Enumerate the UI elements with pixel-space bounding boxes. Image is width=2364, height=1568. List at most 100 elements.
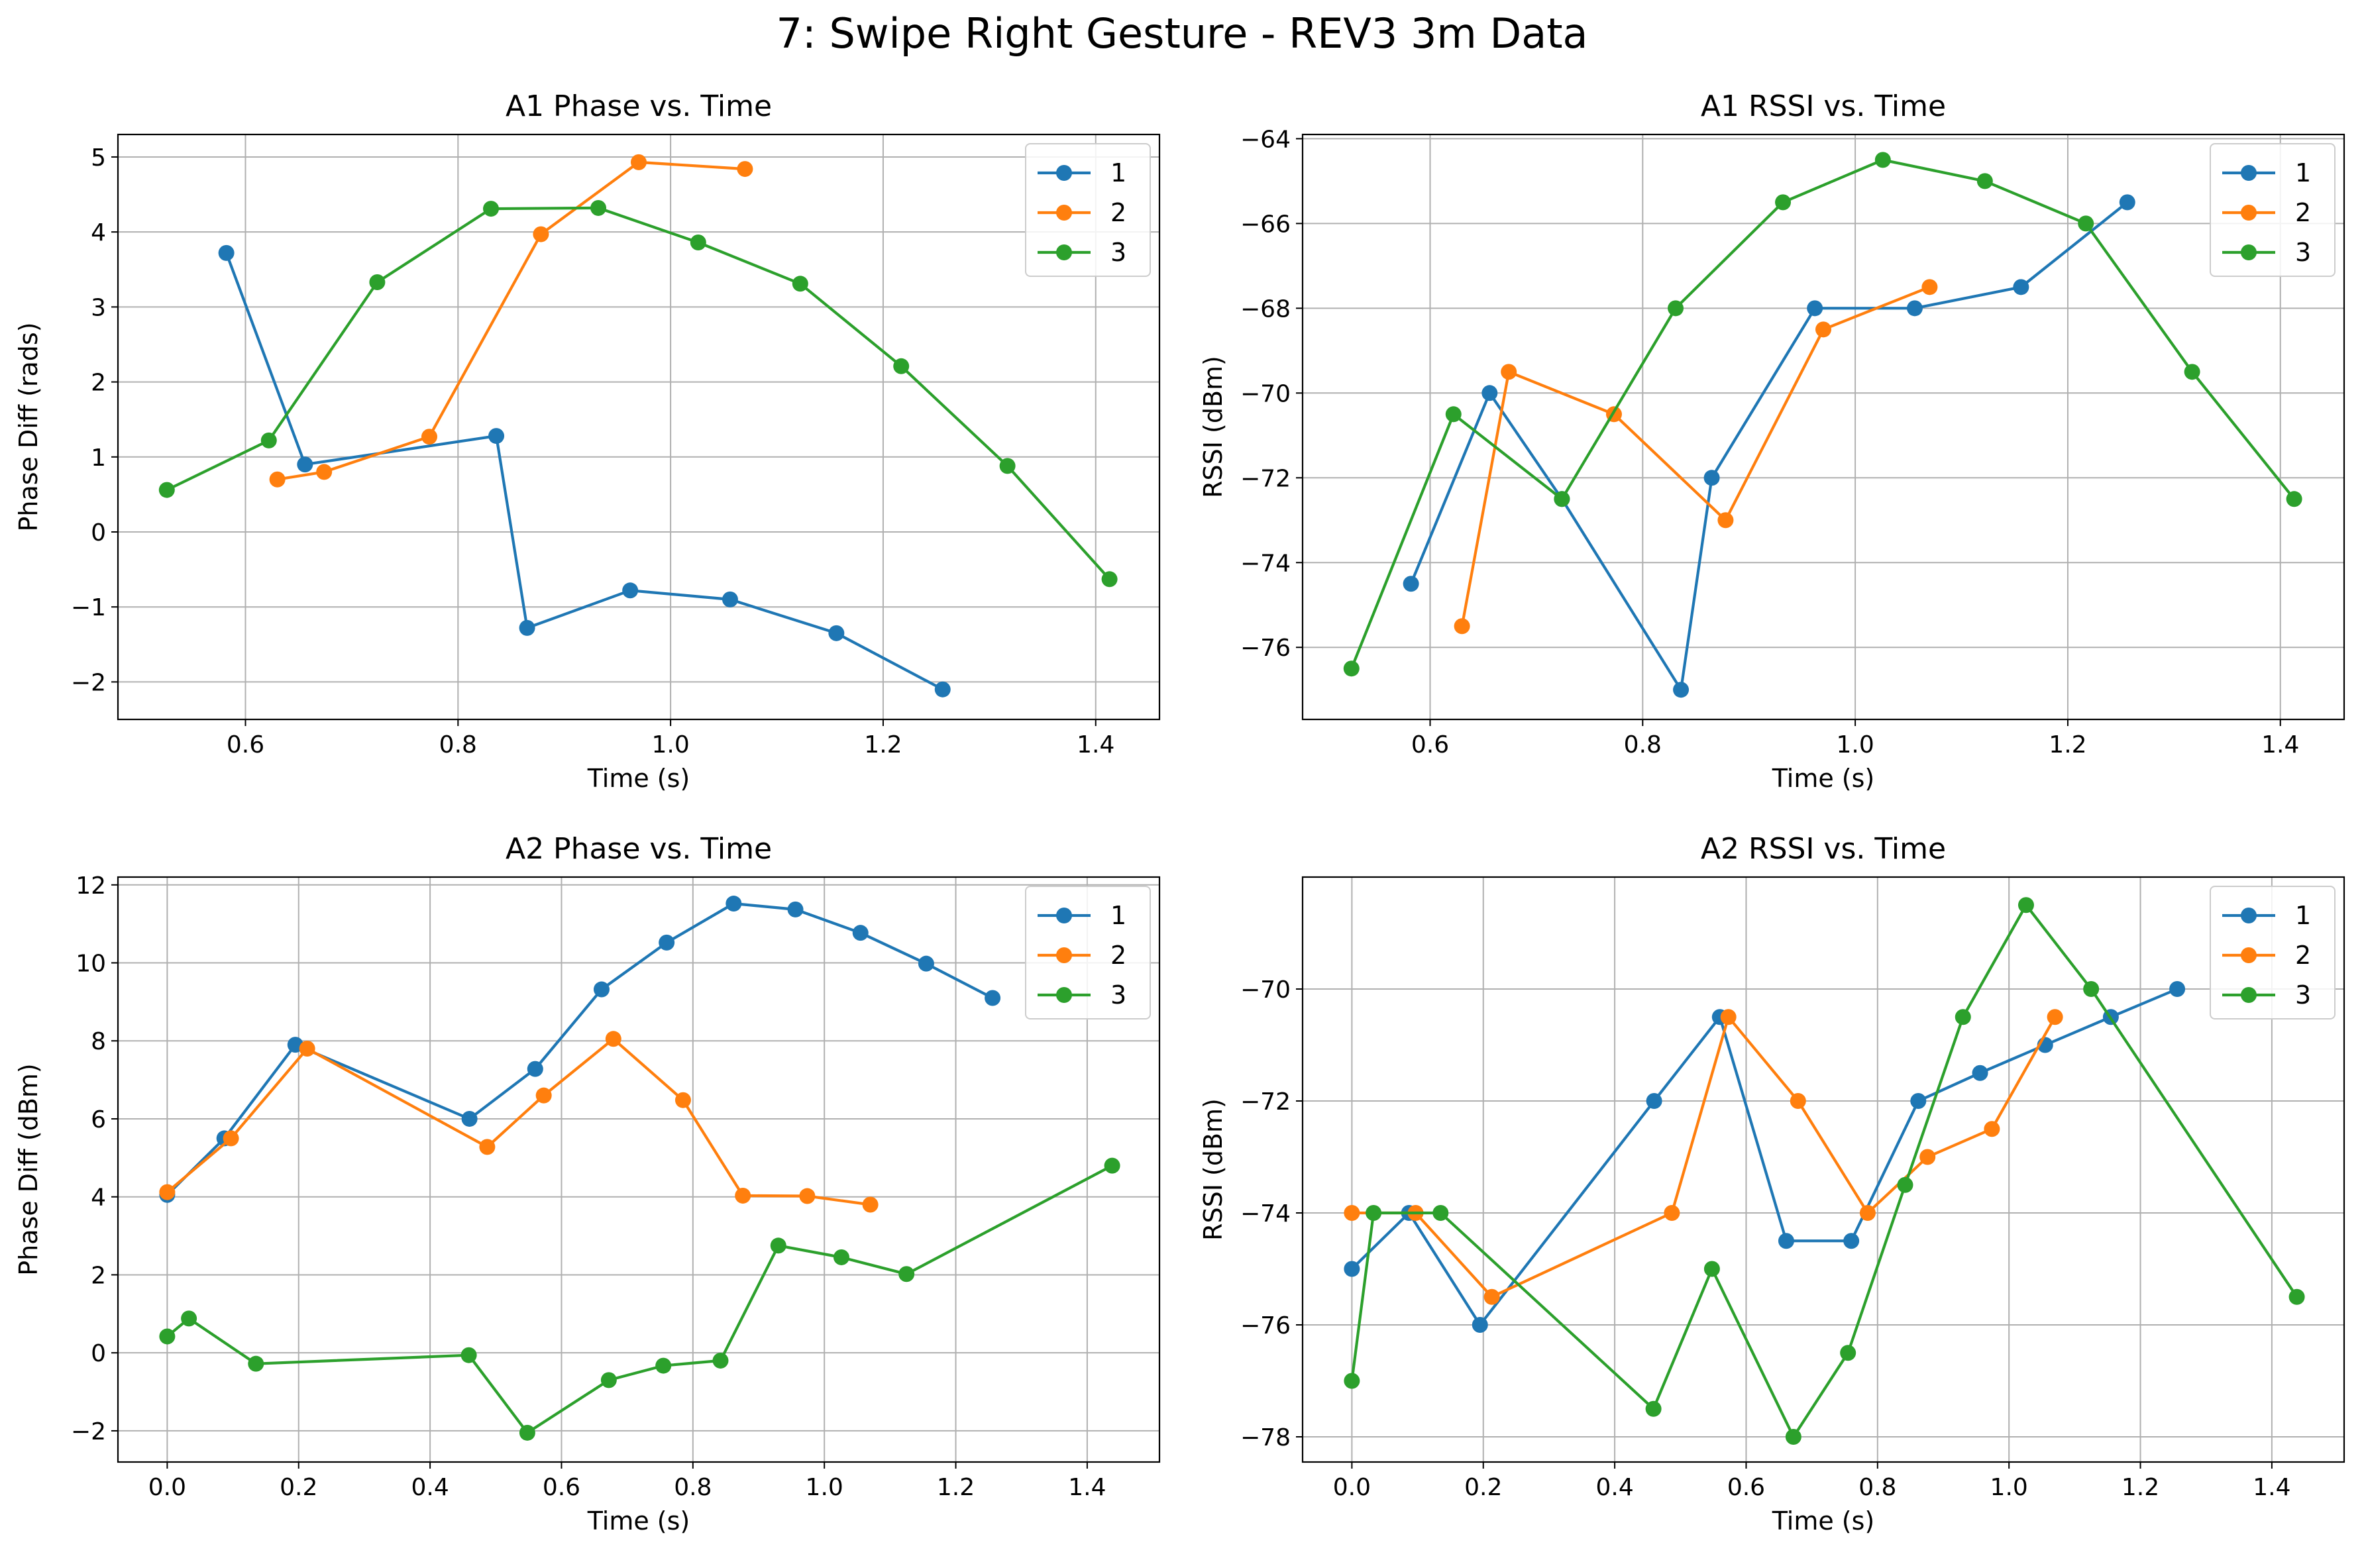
legend-label: 3 <box>2295 238 2311 267</box>
data-point <box>1344 1204 1360 1221</box>
chart-a2-rssi: 0.0 0.2 0.4 0.6 0.8 1.0 1.2 1.4 −78 −76 −74 −72 −70 A… <box>1199 832 2345 1536</box>
x-axis-label: Time (s) <box>1772 764 1875 793</box>
data-point <box>934 681 951 698</box>
legend-marker <box>1056 987 1072 1003</box>
y-tick-label: 0 <box>91 1340 106 1367</box>
chart-title: A1 Phase vs. Time <box>506 89 772 123</box>
legend: 1 2 3 <box>2210 143 2336 277</box>
data-point <box>1664 1204 1680 1221</box>
data-point <box>1785 1428 1801 1445</box>
x-tick-label: 0.8 <box>1858 1474 1896 1501</box>
data-point <box>2013 279 2029 295</box>
y-tick-label: −64 <box>1240 126 1291 153</box>
data-point <box>1673 682 1690 698</box>
x-tick-label: 0.8 <box>1624 731 1662 758</box>
axes-frame <box>1301 876 2345 1463</box>
data-point <box>622 582 639 599</box>
data-point <box>1668 300 1684 317</box>
data-point <box>690 235 706 251</box>
y-tick-label: −74 <box>1240 550 1291 577</box>
axes-frame <box>117 876 1161 1463</box>
data-point <box>893 358 910 374</box>
data-point <box>799 1188 816 1204</box>
data-point <box>2078 215 2094 232</box>
data-point <box>1778 1233 1794 1249</box>
data-point <box>605 1031 621 1047</box>
legend-marker <box>2241 244 2257 260</box>
data-point <box>1554 491 1570 507</box>
series-line <box>1350 158 2296 669</box>
legend-label: 1 <box>1110 901 1126 930</box>
y-tick-label: 1 <box>91 444 106 472</box>
data-point <box>722 591 738 607</box>
data-point <box>2119 194 2135 211</box>
data-point <box>460 1347 477 1363</box>
legend-label: 3 <box>1110 238 1126 267</box>
data-point <box>898 1266 915 1282</box>
data-point <box>1859 1204 1876 1221</box>
data-point <box>1344 1261 1360 1277</box>
data-point <box>269 471 286 488</box>
x-tick-label: 1.2 <box>937 1474 975 1501</box>
data-point <box>158 482 175 498</box>
series-line <box>1352 1016 2057 1298</box>
x-tick-label: 0.8 <box>439 731 477 758</box>
data-point <box>985 990 1001 1006</box>
y-tick-label: −68 <box>1240 295 1291 323</box>
y-axis-label: RSSI (dBm) <box>1199 356 1228 498</box>
data-point <box>770 1237 786 1254</box>
data-point <box>1874 152 1891 168</box>
x-axis-label: Time (s) <box>587 764 690 793</box>
series-line <box>1350 904 2298 1439</box>
data-point <box>1897 1176 1913 1193</box>
series-3 <box>158 199 1118 588</box>
y-tick-label: 5 <box>91 144 106 172</box>
data-point <box>792 276 808 292</box>
data-point <box>1101 571 1118 588</box>
data-point <box>535 1087 552 1104</box>
y-axis-label: RSSI (dBm) <box>1199 1098 1228 1241</box>
legend-label: 3 <box>1110 980 1126 1010</box>
data-point <box>2083 980 2100 997</box>
grid <box>1303 134 2344 719</box>
legend-marker <box>2241 165 2257 181</box>
data-point <box>1790 1092 1806 1109</box>
legend-box <box>1025 886 1151 1019</box>
data-point <box>483 201 500 217</box>
x-tick-label: 0.0 <box>148 1474 186 1501</box>
x-tick-label: 1.4 <box>2253 1474 2290 1501</box>
x-tick-label: 1.4 <box>2261 731 2299 758</box>
chart-title: A2 RSSI vs. Time <box>1701 832 1946 866</box>
series-line <box>166 1164 1113 1434</box>
x-tick-label: 1.0 <box>1990 1474 2028 1501</box>
data-point <box>1104 1157 1120 1174</box>
chart-title: A1 RSSI vs. Time <box>1701 89 1946 123</box>
data-point <box>2169 980 2186 997</box>
data-point <box>2047 1009 2063 1025</box>
legend-marker <box>1056 205 1072 221</box>
data-point <box>1483 1288 1500 1305</box>
axes-frame <box>117 133 1161 721</box>
data-point <box>1775 194 1792 211</box>
y-tick-label: −76 <box>1240 635 1291 662</box>
data-point <box>1919 1149 1936 1165</box>
x-tick-label: 1.0 <box>1836 731 1874 758</box>
data-point <box>1720 1009 1737 1025</box>
data-point <box>593 981 610 998</box>
data-point <box>659 934 675 951</box>
legend-box <box>1025 143 1151 277</box>
legend-marker <box>1056 947 1072 963</box>
y-tick-label: −1 <box>71 594 106 621</box>
data-point <box>833 1249 849 1265</box>
y-tick-label: −72 <box>1240 1088 1291 1116</box>
x-tick-label: 0.8 <box>674 1474 712 1501</box>
data-point <box>533 226 549 242</box>
series-line <box>225 252 943 691</box>
legend-label: 2 <box>2295 198 2311 227</box>
series-line <box>166 902 994 1196</box>
y-tick-label: 2 <box>91 1262 106 1289</box>
data-point <box>1445 406 1462 423</box>
y-axis-label: Phase Diff (rads) <box>14 322 43 531</box>
data-point <box>1976 173 1993 189</box>
data-point <box>1703 470 1720 486</box>
